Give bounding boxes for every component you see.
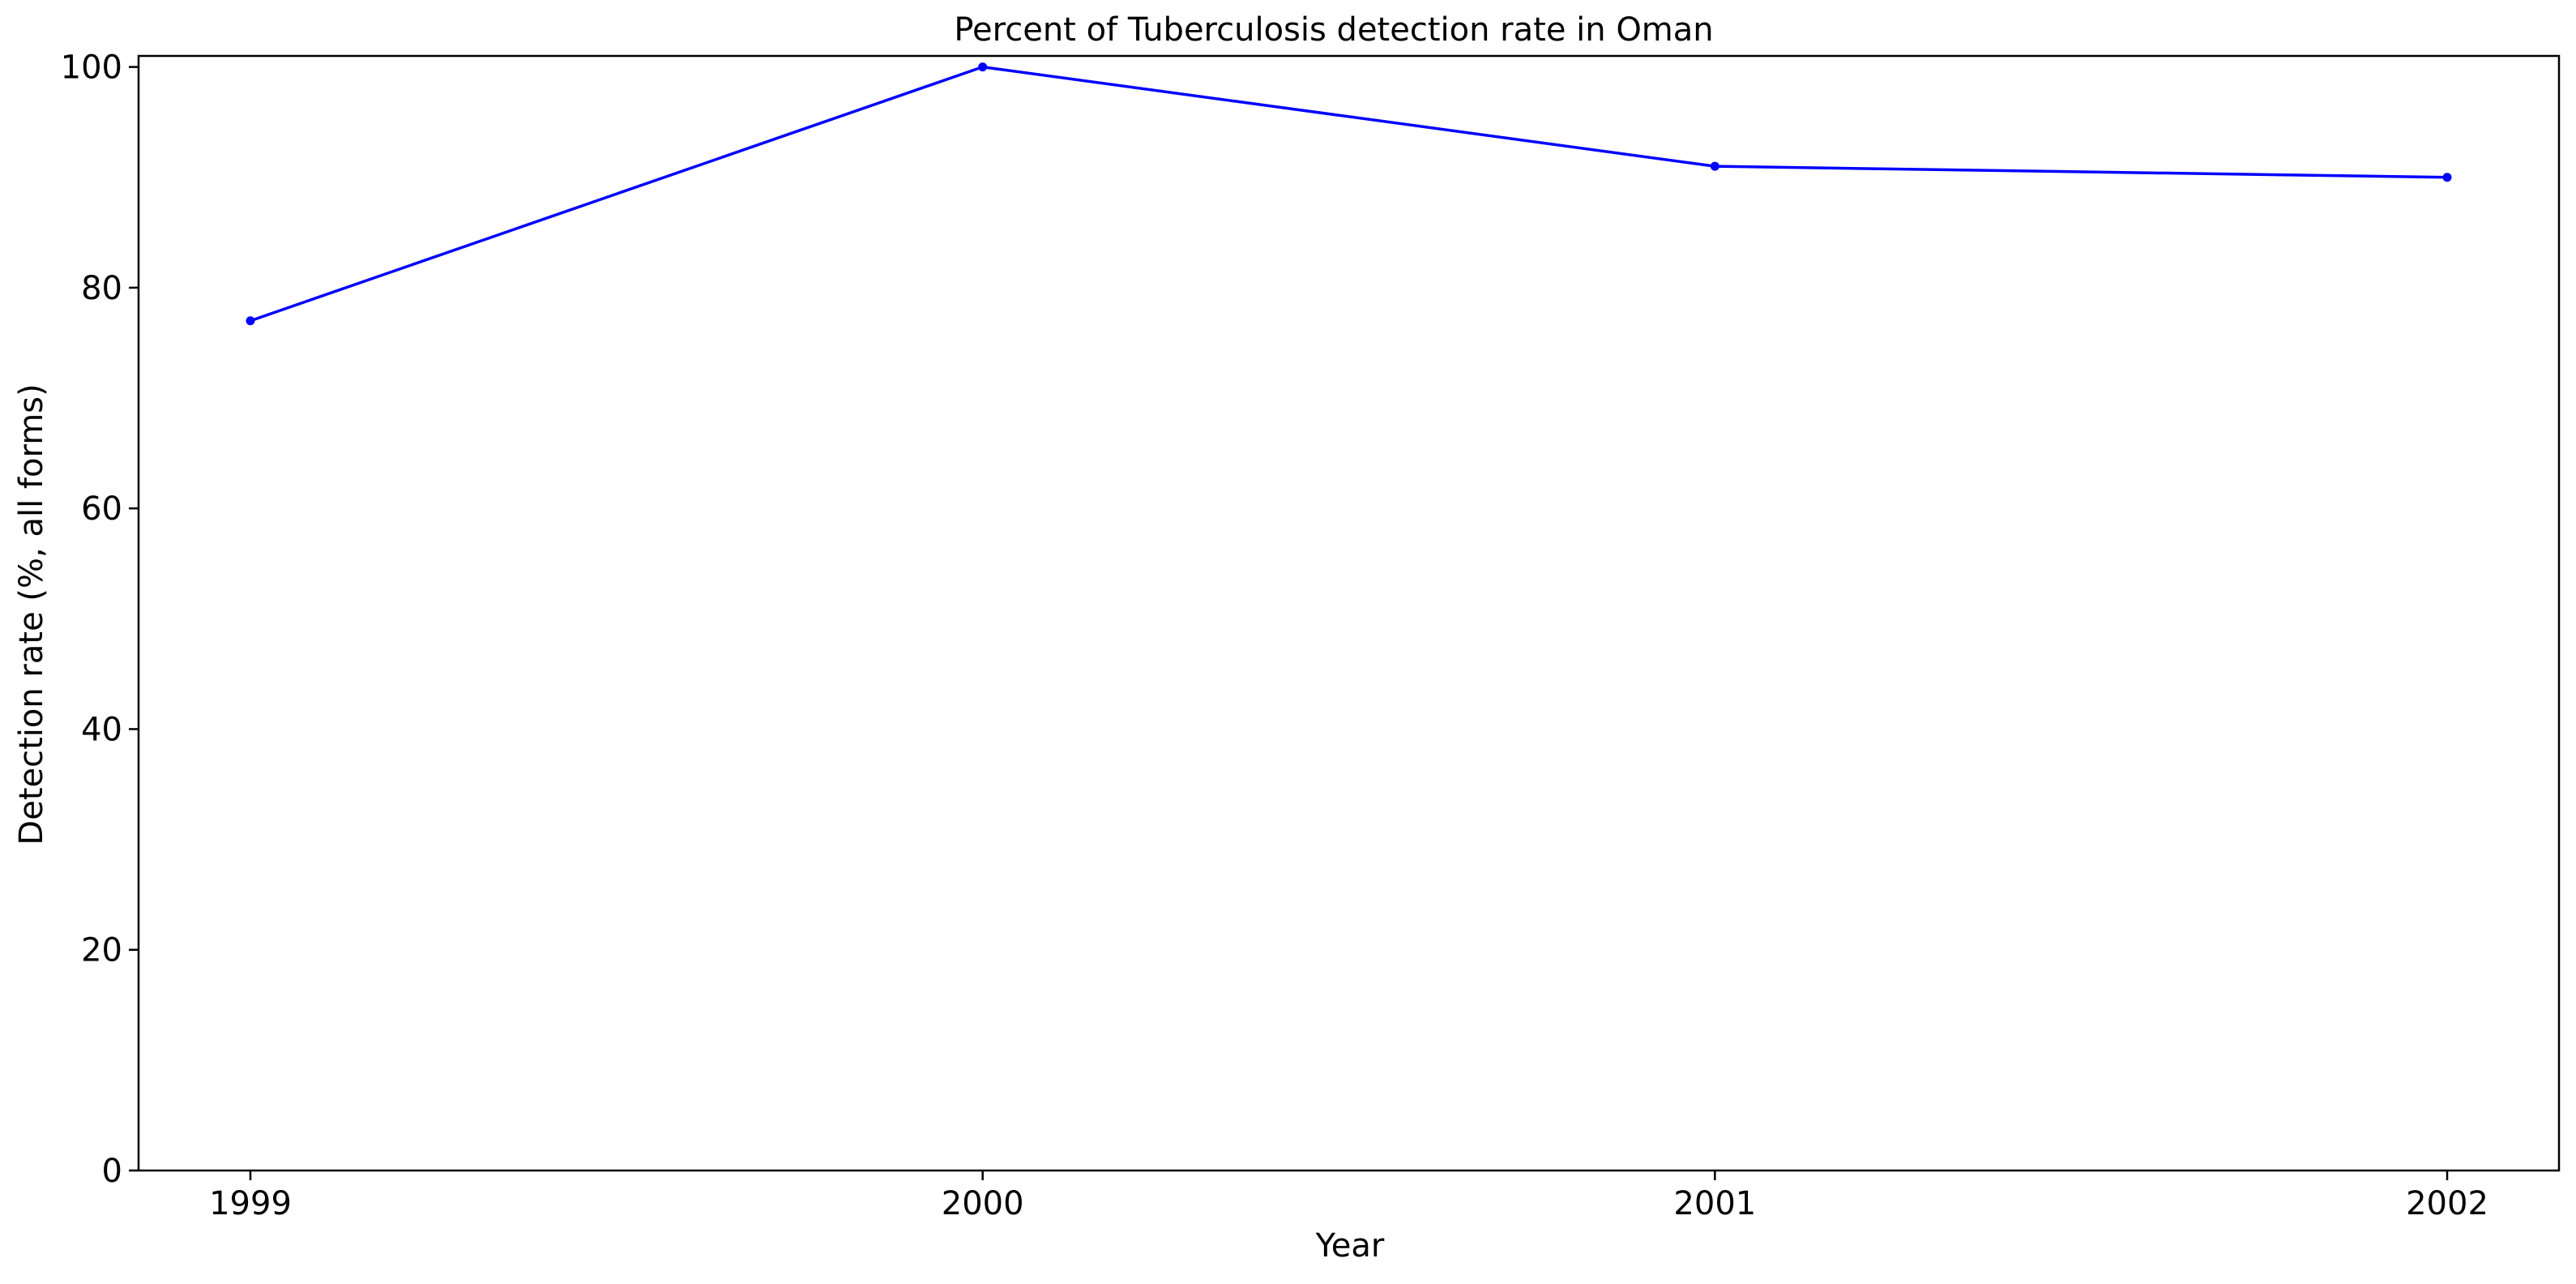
chart-title: Percent of Tuberculosis detection rate i…	[954, 11, 1713, 49]
data-point	[2442, 173, 2452, 182]
series-line	[250, 65, 2448, 323]
y-tick-label: 20	[81, 932, 122, 969]
y-axis-label: Detection rate (%, all forms)	[13, 383, 50, 845]
x-axis-label: Year	[1315, 1227, 1385, 1265]
data-point	[246, 316, 255, 326]
x-tick-label: 1999	[209, 1185, 292, 1222]
x-tick-label: 2000	[942, 1185, 1024, 1222]
x-tick-label: 2002	[2406, 1185, 2488, 1222]
x-tick-label: 2001	[1673, 1185, 1756, 1222]
data-point	[1710, 161, 1719, 171]
y-tick-label: 40	[81, 711, 122, 748]
y-tick-label: 0	[102, 1153, 122, 1190]
data-point	[978, 62, 988, 72]
y-tick-label: 100	[61, 49, 122, 87]
y-tick-label: 80	[81, 270, 122, 307]
plot-area: 0 20 40 60 80 100 1999 2000 2001 2002	[61, 49, 2561, 1222]
y-tick-label: 60	[81, 490, 122, 528]
plot-frame	[137, 54, 2561, 1172]
